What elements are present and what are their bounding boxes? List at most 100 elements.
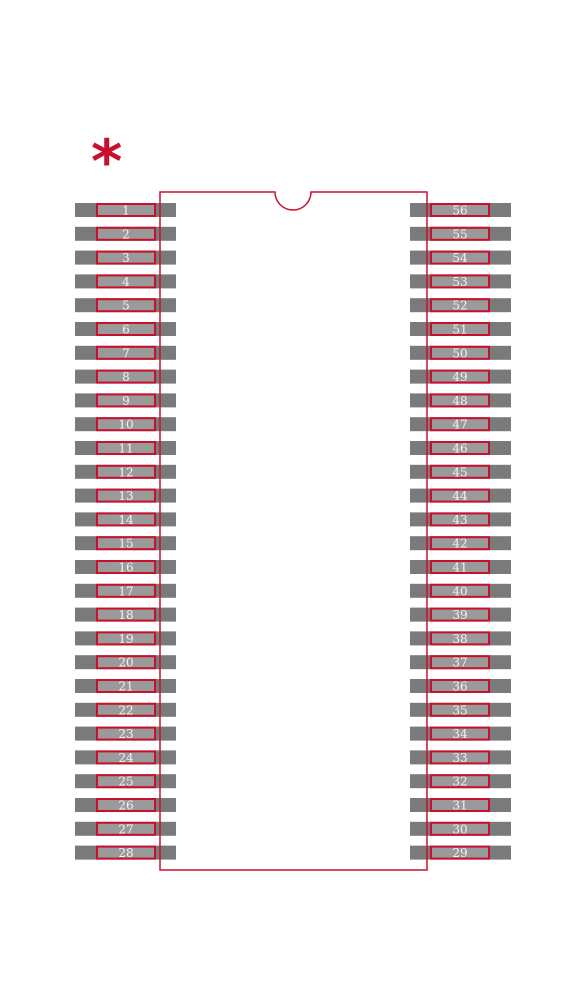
pin-box-28 — [96, 845, 156, 860]
pin-box-34 — [430, 726, 490, 741]
pin-box-31 — [430, 798, 490, 812]
pin-number-46: 46 — [452, 442, 467, 456]
pin-box-27 — [96, 821, 156, 836]
pin-1: 1 — [75, 203, 176, 218]
pin-23: 23 — [75, 726, 176, 741]
pin-number-38: 38 — [452, 632, 467, 646]
pin-44: 44 — [410, 488, 511, 503]
pin-number-4: 4 — [122, 275, 130, 289]
pin-number-40: 40 — [452, 584, 467, 598]
pin-56: 56 — [410, 203, 511, 218]
pin-54: 54 — [410, 250, 511, 265]
pin-number-19: 19 — [118, 632, 133, 646]
pin-number-20: 20 — [118, 656, 133, 670]
pin-box-6 — [96, 322, 156, 336]
pin-number-7: 7 — [122, 346, 130, 360]
pin-box-47 — [430, 417, 490, 432]
pin-35: 35 — [410, 702, 511, 717]
pin-36: 36 — [410, 679, 511, 694]
pin-30: 30 — [410, 821, 511, 836]
pin-box-26 — [96, 798, 156, 812]
pin-box-55 — [430, 226, 490, 241]
pin-number-52: 52 — [452, 299, 467, 313]
pin-number-51: 51 — [452, 323, 467, 337]
pin-6: 6 — [75, 322, 176, 337]
pin-box-14 — [96, 512, 156, 527]
pin-31: 31 — [410, 798, 511, 813]
pin-3: 3 — [75, 250, 176, 265]
pin-16: 16 — [75, 560, 176, 575]
pin-number-25: 25 — [118, 775, 133, 789]
pin-27: 27 — [75, 821, 176, 836]
pin-box-46 — [430, 441, 490, 455]
pin-box-35 — [430, 702, 490, 717]
pin-box-32 — [430, 774, 490, 789]
pin-45: 45 — [410, 464, 511, 479]
pin-box-42 — [430, 536, 490, 551]
pin-22: 22 — [75, 702, 176, 717]
pin-number-45: 45 — [452, 465, 467, 479]
pin-box-2 — [96, 226, 156, 241]
pin-box-51 — [430, 322, 490, 336]
pin-24: 24 — [75, 750, 176, 765]
pin-7: 7 — [75, 345, 176, 360]
pin-number-56: 56 — [452, 204, 467, 218]
pin-number-6: 6 — [122, 323, 130, 337]
pin-2: 2 — [75, 226, 176, 241]
pin-32: 32 — [410, 774, 511, 789]
pin-number-37: 37 — [452, 656, 467, 670]
pin-43: 43 — [410, 512, 511, 527]
pin-46: 46 — [410, 441, 511, 456]
pin-number-17: 17 — [118, 584, 133, 598]
pin-number-30: 30 — [452, 822, 467, 836]
pin-number-32: 32 — [452, 775, 467, 789]
pin-box-16 — [96, 560, 156, 574]
pin-number-50: 50 — [452, 346, 467, 360]
pin-box-19 — [96, 631, 156, 646]
pin-52: 52 — [410, 298, 511, 313]
right-pad-column: 56 55 54 53 52 51 50 49 48 47 46 45 44 43 42 41 40 39 38 37… — [410, 203, 511, 860]
pin-37: 37 — [410, 655, 511, 670]
pin-box-23 — [96, 726, 156, 741]
pin-box-22 — [96, 702, 156, 717]
pin-box-50 — [430, 345, 490, 360]
pin-box-5 — [96, 298, 156, 313]
pin-box-15 — [96, 536, 156, 551]
pin-number-47: 47 — [452, 418, 467, 432]
pin-box-12 — [96, 464, 156, 479]
pin-28: 28 — [75, 845, 176, 860]
pin-box-30 — [430, 821, 490, 836]
pin-number-55: 55 — [452, 227, 467, 241]
pin-12: 12 — [75, 464, 176, 479]
pin-number-21: 21 — [118, 680, 133, 694]
pin-box-20 — [96, 655, 156, 670]
pin-number-42: 42 — [452, 537, 467, 551]
pin-number-27: 27 — [118, 822, 133, 836]
pin-number-43: 43 — [452, 513, 467, 527]
pin-33: 33 — [410, 750, 511, 765]
pin-box-10 — [96, 417, 156, 432]
pin-55: 55 — [410, 226, 511, 241]
pin-number-3: 3 — [122, 251, 130, 265]
pin-11: 11 — [75, 441, 176, 456]
pin-number-33: 33 — [452, 751, 467, 765]
pin-number-13: 13 — [118, 489, 133, 503]
pin-10: 10 — [75, 417, 176, 432]
pin-21: 21 — [75, 679, 176, 694]
pin-box-21 — [96, 679, 156, 693]
pin-41: 41 — [410, 560, 511, 575]
pin-box-54 — [430, 250, 490, 265]
pin-number-5: 5 — [122, 299, 130, 313]
pin-50: 50 — [410, 345, 511, 360]
pin-box-3 — [96, 250, 156, 265]
pin-number-35: 35 — [452, 703, 467, 717]
pin-number-53: 53 — [452, 275, 467, 289]
pin-number-49: 49 — [452, 370, 467, 384]
pin-39: 39 — [410, 607, 511, 622]
pin-box-52 — [430, 298, 490, 313]
pin-49: 49 — [410, 369, 511, 384]
pin-box-43 — [430, 512, 490, 527]
pin-box-11 — [96, 441, 156, 455]
pin-box-38 — [430, 631, 490, 646]
